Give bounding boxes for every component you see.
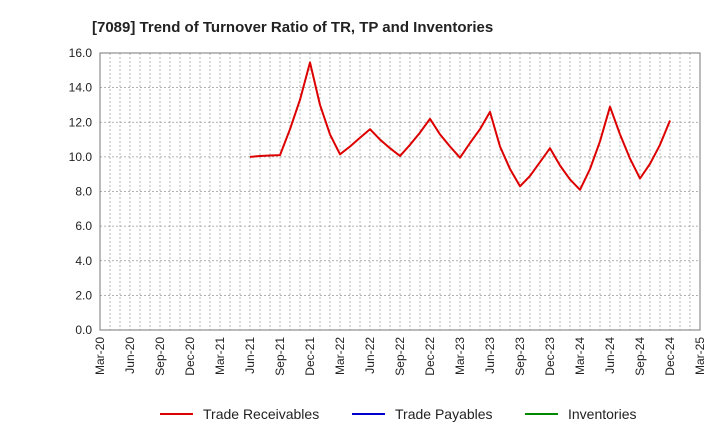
y-tick-label: 16.0: [69, 46, 93, 60]
legend-label: Inventories: [568, 406, 636, 422]
x-tick-label: Jun-24: [603, 337, 617, 374]
chart-title: [7089] Trend of Turnover Ratio of TR, TP…: [92, 19, 493, 36]
x-tick-label: Sep-22: [393, 337, 407, 376]
x-tick-label: Mar-25: [693, 337, 707, 375]
x-tick-label: Dec-24: [663, 337, 677, 376]
y-tick-label: 4.0: [75, 254, 92, 268]
y-axis: 0.0 2.0 4.0 6.0 8.0 10.0 12.0 14.0 16.0: [69, 46, 93, 337]
series-lines: [249, 61, 671, 191]
y-tick-label: 2.0: [75, 288, 92, 302]
x-tick-label: Mar-20: [93, 337, 107, 375]
legend: Trade Receivables Trade Payables Inventori…: [160, 406, 636, 422]
y-tick-label: 14.0: [69, 81, 93, 95]
x-tick-label: Jun-23: [483, 337, 497, 374]
x-tick-label: Dec-23: [543, 337, 557, 376]
x-tick-label: Sep-23: [513, 337, 527, 376]
grid: [100, 53, 700, 330]
y-tick-label: 12.0: [69, 115, 93, 129]
x-tick-label: Jun-21: [243, 337, 257, 374]
x-tick-label: Mar-22: [333, 337, 347, 375]
legend-label: Trade Receivables: [203, 406, 319, 422]
x-tick-label: Sep-24: [633, 337, 647, 376]
y-tick-label: 8.0: [75, 185, 92, 199]
x-tick-label: Jun-20: [123, 337, 137, 374]
series-line-0: [249, 61, 671, 191]
legend-label: Trade Payables: [395, 406, 493, 422]
x-tick-label: Dec-21: [303, 337, 317, 376]
y-tick-label: 6.0: [75, 219, 92, 233]
x-axis: Mar-20 Jun-20 Sep-20 Dec-20 Mar-21 Jun-21 Sep-…: [93, 337, 707, 376]
plot-area: [99, 52, 701, 331]
y-tick-label: 10.0: [69, 150, 93, 164]
x-tick-label: Mar-23: [453, 337, 467, 375]
x-tick-label: Mar-21: [213, 337, 227, 375]
x-tick-label: Sep-21: [273, 337, 287, 376]
x-tick-label: Jun-22: [363, 337, 377, 374]
y-tick-label: 0.0: [75, 323, 92, 337]
x-tick-label: Dec-20: [183, 337, 197, 376]
x-tick-label: Sep-20: [153, 337, 167, 376]
x-tick-label: Mar-24: [573, 337, 587, 375]
x-tick-label: Dec-22: [423, 337, 437, 376]
